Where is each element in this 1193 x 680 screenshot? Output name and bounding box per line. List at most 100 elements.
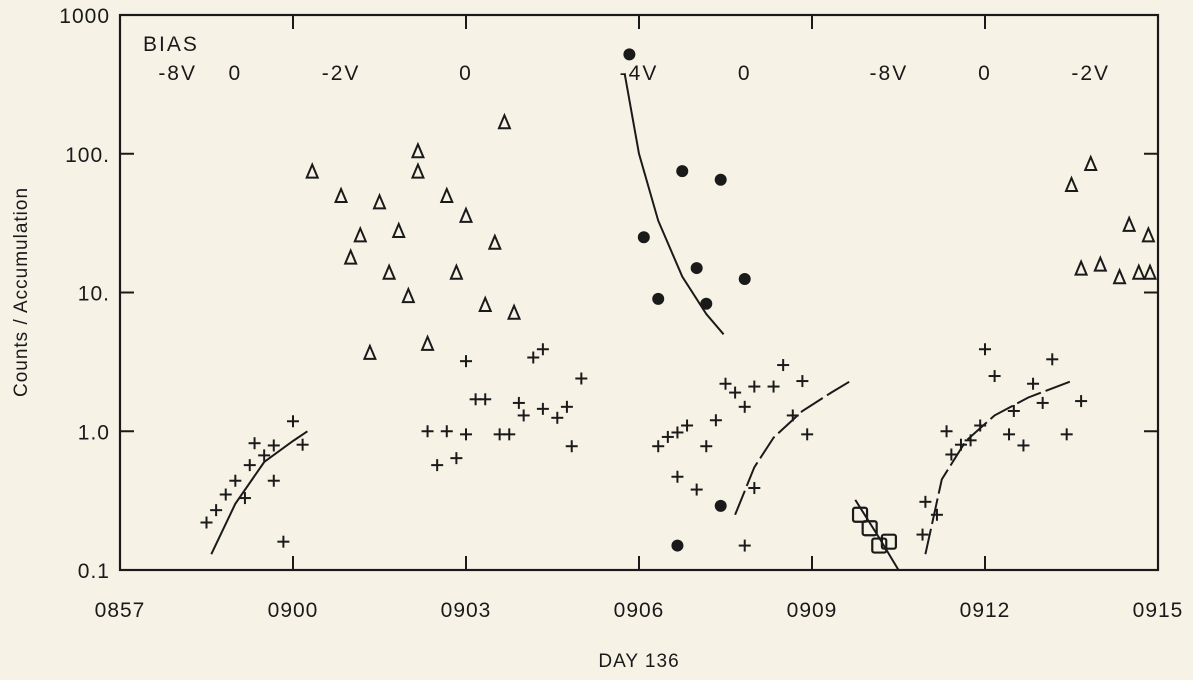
plus-point: [974, 420, 986, 432]
y-tick-label: 0.1: [78, 560, 110, 583]
plus-point: [479, 393, 491, 405]
triangle-point: [441, 189, 452, 202]
bias-label: -2V: [322, 62, 361, 85]
triangle-point: [461, 209, 472, 222]
plus-point: [422, 425, 434, 437]
plus-point: [671, 471, 683, 483]
plus-point: [1046, 353, 1058, 365]
plus-point: [691, 484, 703, 496]
bias-label: 0: [459, 62, 473, 85]
y-tick-label: 1000: [59, 5, 110, 28]
dot-point: [638, 231, 650, 243]
plus-point: [229, 475, 241, 487]
x-tick-label: 0915: [1133, 599, 1184, 622]
plus-point: [513, 397, 525, 409]
x-tick-label: 0912: [960, 599, 1011, 622]
plus-point: [1075, 395, 1087, 407]
triangle-point: [422, 337, 433, 350]
plus-point: [575, 372, 587, 384]
plus-point: [787, 409, 799, 421]
triangle-point: [374, 195, 385, 208]
plus-point: [561, 401, 573, 413]
plus-point: [244, 459, 256, 471]
plus-point: [941, 425, 953, 437]
x-tick-label: 0909: [787, 599, 838, 622]
triangle-point: [489, 236, 500, 249]
triangle-point: [345, 251, 356, 264]
plus-point: [720, 378, 732, 390]
triangle-point: [412, 165, 423, 178]
plus-point: [739, 540, 751, 552]
plus-point: [917, 529, 929, 541]
dot-point: [671, 540, 683, 552]
plus-point: [681, 420, 693, 432]
dot-point: [739, 273, 751, 285]
y-axis-title: Counts / Accumulation: [11, 187, 32, 397]
dot-point: [691, 262, 703, 274]
plus-point: [768, 381, 780, 393]
plus-point: [1017, 439, 1029, 451]
plus-point: [652, 440, 664, 452]
triangle-point: [1085, 157, 1096, 170]
triangle-point: [336, 189, 347, 202]
triangle-point: [1143, 228, 1154, 241]
y-tick-label: 100.: [65, 144, 110, 167]
plus-point: [503, 428, 515, 440]
plus-point: [1037, 397, 1049, 409]
triangle-point: [1145, 266, 1156, 279]
fit-curve: [625, 73, 724, 334]
plus-point: [796, 375, 808, 387]
x-tick-label: 0906: [614, 599, 665, 622]
plus-point: [268, 439, 280, 451]
x-axis-title: DAY 136: [598, 651, 679, 672]
bias-label: 0: [228, 62, 242, 85]
plus-point: [700, 440, 712, 452]
bias-label: 0: [738, 62, 752, 85]
dot-point: [623, 48, 635, 60]
plus-point: [551, 412, 563, 424]
axis-ticks: [120, 15, 1158, 570]
fit-curves: [211, 73, 1071, 570]
x-tick-label: 0903: [441, 599, 492, 622]
dot-point: [676, 165, 688, 177]
plus-point: [1027, 378, 1039, 390]
plus-point: [460, 428, 472, 440]
dot-point: [700, 298, 712, 310]
triangle-point: [307, 165, 318, 178]
fit-curve: [735, 381, 850, 515]
triangle-point: [451, 266, 462, 279]
x-tick-label: 0900: [268, 599, 319, 622]
plus-point: [537, 403, 549, 415]
triangle-point: [355, 228, 366, 241]
bias-label: -8V: [158, 62, 197, 85]
plus-point: [431, 459, 443, 471]
data-points: [201, 48, 1156, 552]
plus-point: [249, 437, 261, 449]
plus-point: [297, 439, 309, 451]
bias-heading: BIAS: [143, 33, 199, 56]
triangle-point: [1133, 266, 1144, 279]
plus-point: [710, 414, 722, 426]
plus-point: [220, 489, 232, 501]
bias-label: 0: [978, 62, 992, 85]
x-tick-label: 0857: [95, 599, 146, 622]
plus-point: [537, 343, 549, 355]
plus-point: [801, 428, 813, 440]
plus-point: [441, 425, 453, 437]
plus-point: [239, 492, 251, 504]
y-tick-label: 1.0: [78, 421, 110, 444]
plus-point: [450, 452, 462, 464]
fit-curve: [925, 381, 1071, 554]
triangle-point: [384, 266, 395, 279]
plot-frame: [120, 15, 1158, 570]
triangle-point: [403, 289, 414, 302]
dot-point: [715, 174, 727, 186]
triangle-point: [1124, 218, 1135, 231]
plus-point: [566, 440, 578, 452]
plus-point: [527, 352, 539, 364]
plus-point: [979, 343, 991, 355]
plus-point: [277, 536, 289, 548]
plus-point: [1061, 428, 1073, 440]
